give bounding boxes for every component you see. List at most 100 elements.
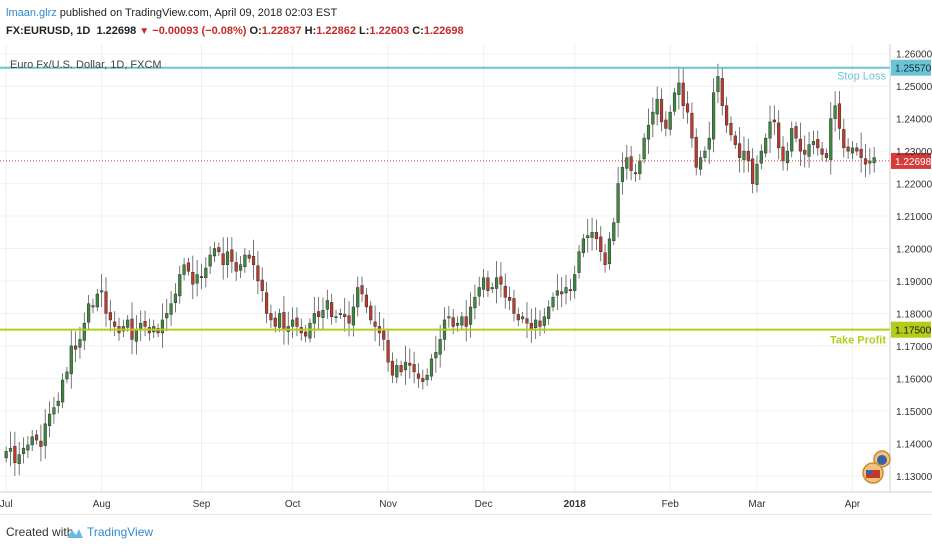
- close-value: 1.22698: [423, 25, 464, 37]
- candle-body: [494, 277, 499, 289]
- ohlc-legend: FX:EURUSD, 1D 1.22698 ▼ −0.00093 (−0.08%…: [6, 25, 464, 37]
- candle-body: [694, 136, 698, 168]
- candle-body: [382, 330, 386, 340]
- candle-body: [126, 319, 130, 328]
- candle-body: [842, 129, 846, 149]
- candle-body: [100, 290, 104, 293]
- candle-body: [338, 313, 342, 315]
- candle-body: [56, 400, 60, 406]
- candle-body: [620, 167, 625, 182]
- candle-body: [638, 160, 642, 175]
- candle-body: [516, 314, 520, 321]
- candle-body: [260, 279, 264, 291]
- candle-body: [829, 118, 833, 160]
- price-chart[interactable]: Stop Loss 1.25570 Take Profit 1.17500 1.2269…: [0, 44, 932, 514]
- candle-body: [755, 163, 759, 185]
- candle-body: [13, 445, 17, 464]
- candle-body: [837, 103, 842, 129]
- candle-body: [785, 150, 789, 164]
- candle-body: [178, 274, 182, 297]
- time-axis[interactable]: Jul Aug Sep Oct Nov Dec 2018 Feb Mar Apr: [0, 499, 861, 510]
- tradingview-logo-icon: [67, 529, 83, 538]
- candle-body: [17, 454, 21, 465]
- price-tick-label: 1.24000: [896, 115, 932, 126]
- candle-body: [403, 361, 408, 371]
- candle-body: [356, 287, 360, 308]
- candle-body: [508, 296, 512, 301]
- candle-body: [586, 235, 590, 239]
- candle-body: [850, 147, 855, 154]
- candle-body: [416, 373, 421, 379]
- series-title: Euro Fx/U.S. Dollar, 1D, FXCM: [10, 59, 162, 71]
- price-tick-label: 1.20000: [896, 245, 932, 256]
- candle-body: [481, 277, 486, 290]
- candle-body: [269, 313, 273, 321]
- candle-body: [768, 121, 772, 139]
- candle-body: [447, 316, 451, 319]
- time-tick-label: Aug: [93, 499, 111, 510]
- price-tick-label: 1.18000: [896, 309, 932, 320]
- candle-body: [39, 440, 43, 447]
- candle-body: [612, 222, 616, 241]
- candle-body: [455, 322, 460, 326]
- candle-body: [317, 311, 321, 317]
- flag-icon[interactable]: [873, 450, 891, 468]
- high-value: 1.22862: [316, 25, 356, 37]
- candle-body: [221, 253, 225, 266]
- symbol-label[interactable]: FX:EURUSD, 1D: [6, 25, 91, 37]
- candle-body: [95, 293, 99, 308]
- candle-body: [82, 322, 86, 341]
- candle-body: [251, 256, 256, 266]
- candle-body: [165, 313, 169, 319]
- candle-body: [52, 407, 56, 415]
- grid-lines: [0, 44, 890, 492]
- chart-background: [0, 44, 932, 514]
- candle-body: [824, 153, 829, 158]
- price-tick-label: 1.16000: [896, 374, 932, 385]
- candle-body: [646, 124, 651, 140]
- candle-body: [794, 126, 798, 139]
- candle-body: [681, 82, 685, 106]
- low-label: L:: [359, 25, 370, 37]
- open-label: O:: [249, 25, 262, 37]
- candle-body: [685, 103, 690, 113]
- candle-body: [373, 321, 377, 327]
- candle-body: [833, 105, 837, 119]
- take-profit-label: Take Profit: [830, 335, 886, 347]
- candle-body: [399, 365, 403, 373]
- candle-body: [60, 379, 65, 403]
- candle-body: [629, 156, 633, 171]
- price-tick-label: 1.23000: [896, 147, 932, 158]
- footer-bar: Created with TradingView: [0, 514, 932, 551]
- time-tick-label: Nov: [379, 499, 397, 510]
- candle-body: [816, 139, 820, 149]
- price-axis[interactable]: 1.26000 1.25000 1.24000 1.23000 1.22000 1.210…: [896, 50, 932, 483]
- candle-body: [651, 111, 655, 125]
- candle-body: [642, 137, 646, 160]
- candle-body: [672, 92, 677, 112]
- candle-body: [47, 413, 52, 427]
- candle-body: [451, 317, 455, 327]
- flag-icon[interactable]: [862, 462, 884, 484]
- candle-body: [746, 150, 750, 162]
- candle-body: [664, 119, 668, 129]
- candle-body: [859, 148, 863, 158]
- candle-body: [247, 254, 251, 259]
- candle-body: [425, 374, 429, 380]
- candle-body: [460, 316, 464, 326]
- author-link[interactable]: lmaan.glrz: [6, 7, 57, 19]
- candle-body: [186, 262, 191, 272]
- tradingview-brand-link[interactable]: TradingView: [87, 525, 154, 539]
- candle-body: [625, 157, 629, 169]
- candle-body: [212, 248, 217, 257]
- candle-body: [655, 98, 659, 115]
- candle-body: [208, 254, 212, 267]
- candle-body: [69, 345, 73, 375]
- candle-body: [534, 319, 538, 328]
- candle-body: [390, 360, 395, 376]
- candle-body: [542, 316, 546, 326]
- candle-body: [273, 317, 277, 327]
- price-tick-label: 1.21000: [896, 212, 932, 223]
- time-tick-label: Oct: [285, 499, 301, 510]
- candle-body: [733, 135, 737, 145]
